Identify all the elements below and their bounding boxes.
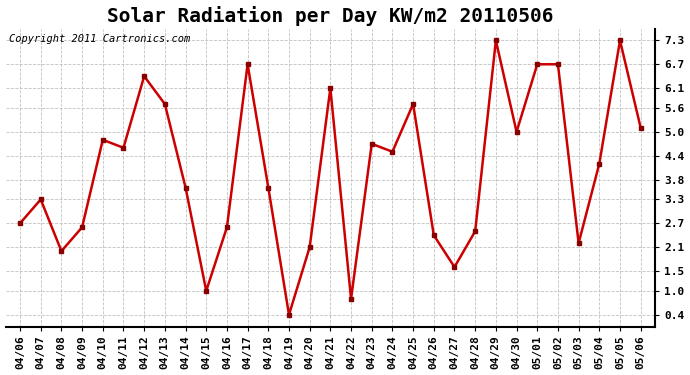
Text: Copyright 2011 Cartronics.com: Copyright 2011 Cartronics.com [9, 34, 190, 45]
Title: Solar Radiation per Day KW/m2 20110506: Solar Radiation per Day KW/m2 20110506 [107, 6, 553, 26]
